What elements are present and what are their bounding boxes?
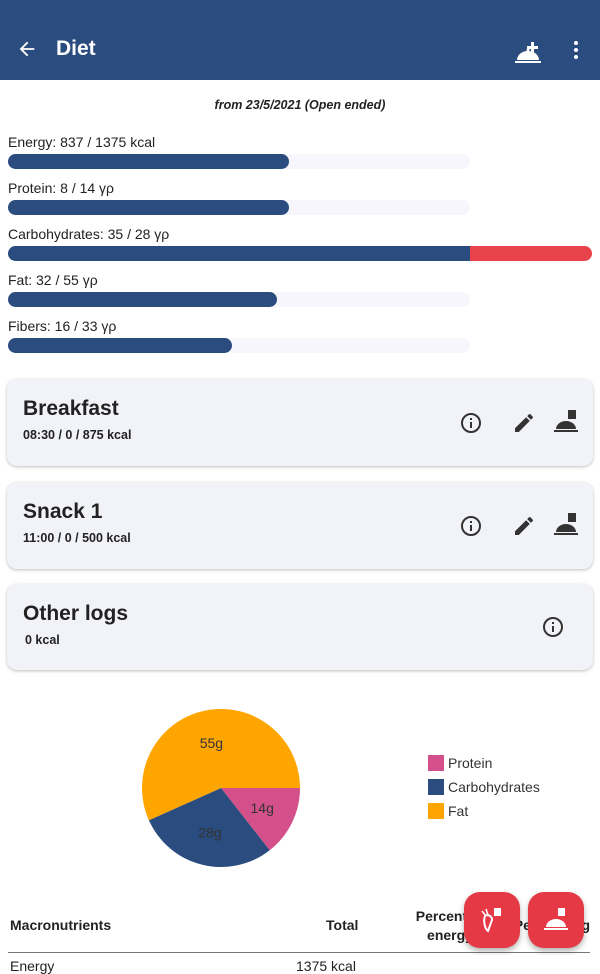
legend-label: Fat [448,803,469,819]
arrow-left-icon[interactable] [16,38,38,64]
diet-period: from 23/5/2021 (Open ended) [214,98,386,112]
meal-summary: 11:00 / 0 / 500 kcal [23,531,131,545]
app-bar: Diet [0,0,600,80]
pie-slice-protein [221,788,300,851]
meal-card-snack-1[interactable]: Snack 1 11:00 / 0 / 500 kcal [7,482,593,569]
legend-protein: Protein [428,755,492,771]
more-vert-icon[interactable] [566,40,586,65]
progress-fill [8,292,277,307]
legend-carbohydrates: Carbohydrates [428,779,540,795]
table-divider [8,952,590,953]
add-food-to-meal-icon[interactable] [553,512,579,543]
add-food-icon [481,908,501,933]
add-meal-icon [544,908,568,930]
goal-progress-bar [8,292,470,307]
progress-fill [8,338,233,353]
page-title: Diet [56,37,96,60]
goal-label: Energy: 837 / 1375 kcal [8,134,156,150]
legend-swatch [428,779,444,795]
legend-label: Carbohydrates [448,779,540,795]
meal-card-breakfast[interactable]: Breakfast 08:30 / 0 / 875 kcal [7,379,593,466]
edit-icon[interactable] [512,411,536,440]
legend-swatch [428,755,444,771]
progress-fill [8,154,290,169]
legend-swatch [428,803,444,819]
pie-slice-carbohydrates [148,788,270,867]
legend-fat: Fat [428,803,468,819]
goal-label: Fat: 32 / 55 γρ [8,272,98,288]
meal-summary: 0 kcal [25,633,60,647]
add-food-button[interactable] [464,892,520,948]
goal-label: Protein: 8 / 14 γρ [8,180,115,196]
progress-overflow [470,246,592,261]
column-header-total: Total [326,917,359,933]
info-icon[interactable] [459,411,483,440]
goal-progress-bar [8,338,470,353]
column-header-macronutrients: Macronutrients [10,917,112,933]
info-icon[interactable] [541,615,565,644]
goal-label: Carbohydrates: 35 / 28 γρ [8,226,170,242]
goal-progress-bar [8,200,470,215]
info-icon[interactable] [459,514,483,543]
pie-data-label: 55g [200,735,223,751]
goal-progress-bar [8,246,592,261]
add-food-to-meal-icon[interactable] [553,409,579,440]
goal-label: Fibers: 16 / 33 γρ [8,318,117,334]
table-cell: 1375 kcal [296,958,356,974]
meal-summary: 08:30 / 0 / 875 kcal [23,428,132,442]
pie-data-label: 14g [251,800,274,816]
add-meal-icon[interactable] [514,38,542,71]
meal-name: Other logs [23,602,129,625]
add-meal-button[interactable] [528,892,584,948]
pie-slice-fat [142,709,300,821]
legend-label: Protein [448,755,493,771]
meal-name: Snack 1 [23,500,103,523]
progress-fill [8,200,290,215]
macronutrient-pie-chart: 14g 28g 55g [142,709,300,867]
edit-icon[interactable] [512,514,536,543]
goal-progress-bar [8,154,470,169]
progress-fill [8,246,470,261]
table-cell: Energy [10,958,55,974]
pie-data-label: 28g [198,824,221,840]
meal-name: Breakfast [23,397,119,420]
meal-card-other-logs[interactable]: Other logs 0 kcal [7,584,593,670]
